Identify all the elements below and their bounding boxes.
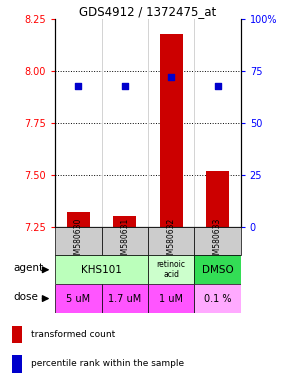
Bar: [206, 170, 229, 227]
Text: percentile rank within the sample: percentile rank within the sample: [31, 359, 184, 368]
Bar: [55, 255, 148, 284]
Bar: [194, 227, 241, 255]
Text: agent: agent: [14, 263, 44, 273]
Text: 5 uM: 5 uM: [66, 293, 90, 304]
Point: [76, 83, 81, 89]
Text: 1.7 uM: 1.7 uM: [108, 293, 141, 304]
Text: DMSO: DMSO: [202, 265, 233, 275]
Bar: [12, 326, 22, 343]
Text: GSM580630: GSM580630: [74, 218, 83, 264]
Bar: [12, 355, 22, 372]
Text: GSM580632: GSM580632: [166, 218, 176, 264]
Title: GDS4912 / 1372475_at: GDS4912 / 1372475_at: [79, 5, 217, 18]
Text: GSM580631: GSM580631: [120, 218, 129, 264]
Point: [122, 83, 127, 89]
Text: retinoic
acid: retinoic acid: [157, 260, 186, 280]
Bar: [160, 34, 183, 227]
Text: dose: dose: [14, 292, 39, 302]
Text: 0.1 %: 0.1 %: [204, 293, 231, 304]
Bar: [194, 284, 241, 313]
Bar: [148, 255, 194, 284]
Point: [169, 74, 173, 80]
Bar: [67, 212, 90, 227]
Bar: [102, 284, 148, 313]
Bar: [113, 216, 136, 227]
Text: KHS101: KHS101: [81, 265, 122, 275]
Bar: [148, 227, 194, 255]
Text: transformed count: transformed count: [31, 330, 115, 339]
Bar: [55, 284, 102, 313]
Bar: [55, 227, 102, 255]
Text: GSM580633: GSM580633: [213, 218, 222, 264]
Point: [215, 83, 220, 89]
Bar: [194, 255, 241, 284]
Bar: [102, 227, 148, 255]
Bar: [148, 284, 194, 313]
Text: 1 uM: 1 uM: [159, 293, 183, 304]
